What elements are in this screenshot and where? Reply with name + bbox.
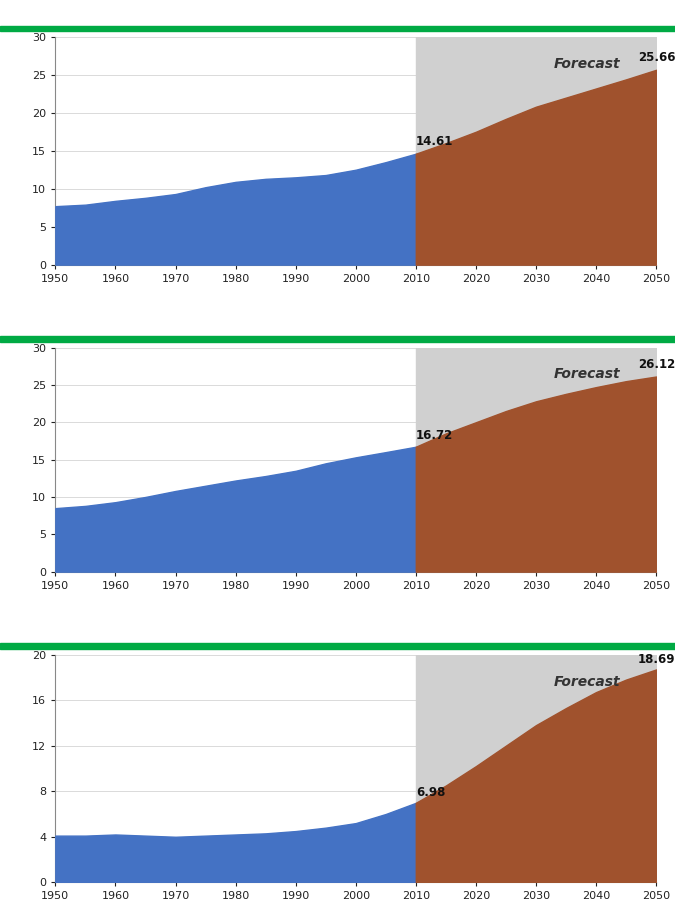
Text: Forecast: Forecast [554,367,620,381]
Text: Percent of Total Population Age 65 or Older: 1950 - 2050 (OECD Countries): Percent of Total Population Age 65 or Ol… [68,6,607,19]
Text: Forecast: Forecast [554,57,620,71]
Bar [0,644,675,649]
Text: 16.72: 16.72 [416,428,453,441]
Text: 6.98: 6.98 [416,787,446,799]
Text: Forecast: Forecast [554,675,620,689]
Text: Percent of Total Population Age 65 or Older: 1950 - 2050 (BRIC Countries): Percent of Total Population Age 65 or Ol… [71,624,604,637]
Text: 18.69: 18.69 [638,653,675,666]
Text: 26.12: 26.12 [638,358,675,371]
Text: 25.66: 25.66 [638,52,675,64]
Bar [0,336,675,342]
Text: Percent of Total Population Age 65 or Older: 1950 - 2050 (G7 Countries): Percent of Total Population Age 65 or Ol… [78,318,597,331]
Bar [0,26,675,31]
Text: 14.61: 14.61 [416,135,453,148]
